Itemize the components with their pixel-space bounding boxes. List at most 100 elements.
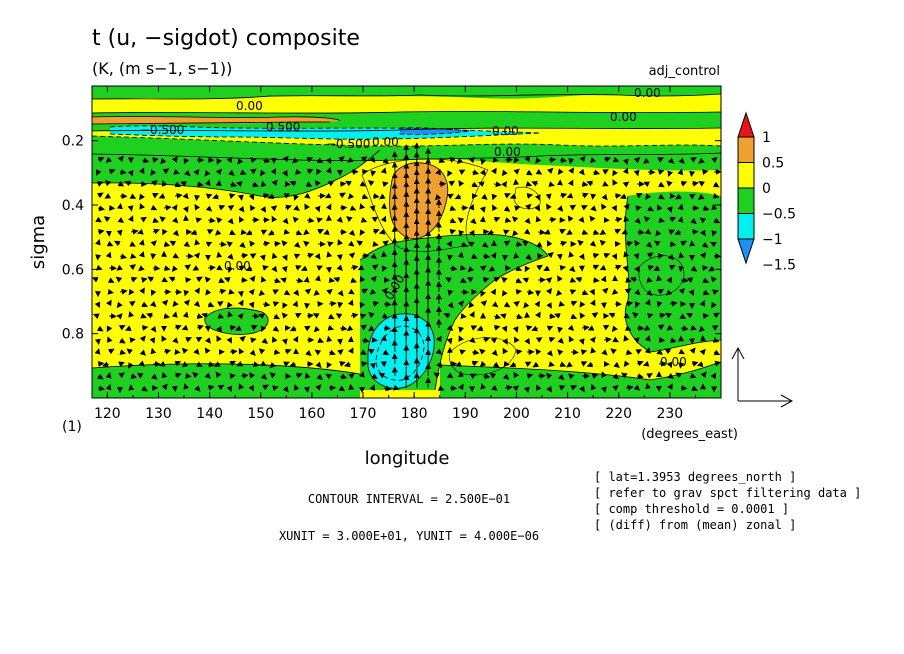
vector-arrow [531, 180, 539, 187]
vector-arrow [643, 181, 651, 188]
vector-arrow [216, 158, 223, 165]
vector-arrow [642, 360, 650, 367]
vector-arrow [657, 157, 664, 163]
vector-arrow [207, 264, 216, 271]
vector-arrow [300, 265, 308, 272]
vector-arrow [570, 313, 578, 320]
vector-arrow [95, 216, 102, 223]
vector-arrow [603, 252, 611, 259]
vector-arrow [163, 265, 171, 272]
vector-arrow [678, 265, 685, 273]
vector-arrow [238, 265, 246, 272]
vector-arrow [447, 193, 454, 200]
vector-arrow [130, 276, 138, 283]
vector-arrow [328, 300, 337, 307]
vector-arrow [557, 168, 564, 176]
vector-arrow [124, 180, 132, 187]
vector-arrow [599, 264, 607, 271]
vector-arrow [535, 215, 542, 223]
vector-arrow [272, 336, 278, 344]
vector-arrow [713, 360, 721, 367]
vector-arrow [647, 264, 655, 271]
y-tick-label: 0.2 [62, 134, 84, 150]
vector-arrow [226, 336, 232, 344]
vector-arrow [183, 241, 191, 247]
vector-arrow [702, 265, 709, 272]
colorbar-label: 0 [762, 181, 771, 197]
x-tick-label: 210 [554, 406, 581, 422]
vector-arrow [579, 301, 586, 308]
vector-arrow [162, 228, 168, 236]
vector-arrow [117, 217, 125, 224]
vector-arrow [306, 252, 315, 259]
vector-arrow [435, 348, 443, 355]
vector-arrow [515, 265, 523, 272]
vector-arrow [129, 337, 136, 344]
vector-arrow [677, 216, 684, 223]
vector-arrow [324, 192, 332, 199]
vector-arrow [229, 348, 238, 355]
vector-arrow [207, 361, 215, 368]
y-axis-label: sigma [28, 215, 49, 269]
x-tick-label: 220 [605, 406, 632, 422]
vector-arrow [313, 289, 320, 296]
vector-arrow [381, 287, 388, 295]
vector-arrow [338, 385, 346, 392]
vector-arrow [646, 313, 654, 319]
vector-arrow [543, 265, 550, 272]
y-tick-label: 0.6 [62, 262, 84, 278]
vector-arrow [546, 325, 554, 332]
vector-arrow [360, 217, 368, 223]
vector-arrow [96, 181, 104, 187]
vector-arrow [578, 168, 585, 176]
vector-arrow [558, 300, 566, 307]
vector-arrow [568, 167, 575, 174]
vector-arrow [378, 372, 386, 379]
vector-arrow [460, 277, 467, 284]
vector-arrow [700, 252, 707, 259]
vector-arrow [449, 228, 457, 235]
vector-arrow [467, 241, 475, 248]
vector-arrow [383, 301, 392, 308]
vector-arrow [622, 167, 629, 175]
vector-arrow [162, 168, 170, 175]
vector-arrow [548, 336, 556, 343]
vector-arrow [174, 372, 182, 379]
vector-arrow [372, 241, 379, 247]
vector-arrow [226, 385, 233, 393]
vector-arrow [449, 265, 458, 272]
vector-arrow [360, 156, 368, 163]
vector-arrow [382, 349, 390, 356]
vector-arrow [229, 324, 237, 331]
vector-arrow [107, 277, 115, 283]
contour-label: 0.00 [492, 124, 519, 138]
vector-arrow [270, 167, 277, 175]
vector-arrow [216, 251, 223, 258]
vector-arrow [524, 217, 531, 225]
vector-arrow [251, 361, 260, 368]
vector-arrow [710, 372, 717, 380]
vector-arrow [273, 313, 281, 320]
contour-label: 0.00 [634, 86, 661, 100]
vector-arrow [523, 301, 530, 309]
vector-arrow [689, 347, 696, 354]
vector-arrow [611, 325, 618, 333]
vector-arrow [192, 265, 200, 271]
vector-arrow [548, 156, 557, 163]
vector-arrow [524, 155, 531, 163]
vector-arrow [370, 275, 377, 283]
vector-arrow [591, 312, 599, 319]
vector-arrow [623, 312, 631, 319]
vector-arrow [115, 276, 123, 283]
vector-arrow [339, 204, 348, 211]
vector-arrow [348, 288, 355, 295]
vector-arrow [612, 179, 618, 186]
vector-arrow [515, 289, 523, 295]
vector-arrow [602, 169, 609, 175]
vector-arrow [239, 335, 246, 343]
vector-arrow [306, 168, 314, 175]
vector-arrow [271, 215, 278, 223]
vector-arrow [118, 361, 125, 368]
vector-arrow [657, 324, 665, 331]
vector-arrow [491, 384, 498, 391]
